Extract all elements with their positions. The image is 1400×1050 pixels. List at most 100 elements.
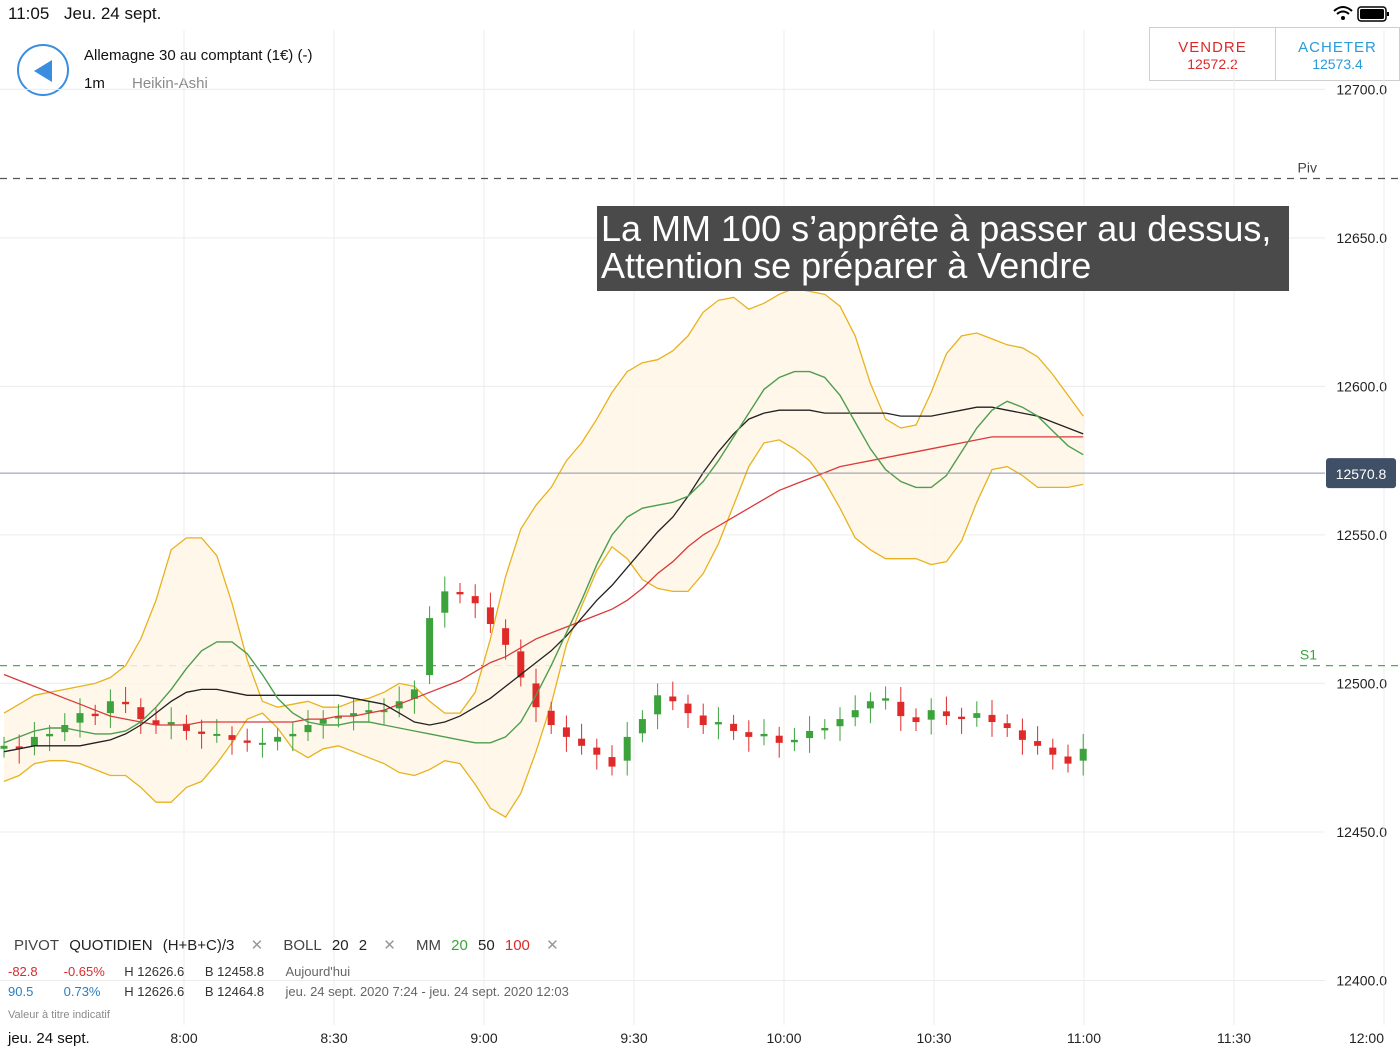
legend-mm-50: 50 [478, 937, 495, 954]
candle-body [46, 733, 54, 737]
x-tick-label: 10:00 [766, 1030, 801, 1046]
candle-body [319, 719, 327, 724]
annotation-line-1: La MM 100 s’apprête à passer au dessus, [601, 208, 1272, 249]
remove-boll-icon[interactable]: ✕ [383, 937, 396, 954]
candle-body [380, 710, 388, 713]
stats-today-period: Aujourd'hui [285, 964, 351, 979]
stats-today-change: -82.8 [8, 964, 38, 979]
candle-body [760, 733, 768, 737]
sell-label: VENDRE [1178, 39, 1247, 56]
legend-pivot-type: QUOTIDIEN [69, 937, 153, 954]
x-tick-label: 8:30 [320, 1030, 347, 1046]
candle-body [821, 727, 829, 731]
bollinger-upper-line [3, 287, 1084, 714]
legend-boll-period: 20 [331, 937, 349, 954]
candle-body [927, 710, 935, 720]
candle-body [228, 735, 236, 740]
candle-body [608, 757, 616, 767]
sell-button[interactable]: VENDRE 12572.2 [1150, 28, 1276, 80]
remove-pivot-icon[interactable]: ✕ [250, 937, 264, 954]
candle-body [866, 701, 874, 709]
candle-body [654, 695, 662, 715]
legend-mm-20: 20 [451, 937, 468, 954]
candle-body [76, 713, 84, 723]
candle-body [1064, 756, 1072, 764]
candle-body [486, 607, 494, 625]
candle-body [897, 701, 905, 717]
y-tick-label: 12450.0 [1336, 824, 1387, 840]
x-tick-label: 9:30 [620, 1030, 647, 1046]
candle-body [1034, 741, 1042, 746]
stats-range-pct: 0.73% [63, 984, 101, 999]
remove-mm-icon[interactable]: ✕ [546, 937, 559, 954]
legend-boll-dev: 2 [358, 937, 368, 954]
stats-today-pct: -0.65% [63, 964, 105, 979]
y-tick-label: 12550.0 [1336, 527, 1387, 543]
candle-body [152, 720, 160, 726]
candle-body [122, 701, 130, 705]
wifi-icon [1333, 6, 1353, 20]
candle-body [471, 596, 479, 604]
y-tick-label: 12400.0 [1336, 972, 1387, 988]
candle-body [775, 735, 783, 743]
candle-body [334, 716, 342, 719]
mm-50-line [3, 406, 1084, 753]
candle-body [350, 713, 358, 716]
candle-body [274, 736, 282, 742]
stats-range-period: jeu. 24 sept. 2020 7:24 - jeu. 24 sept. … [285, 984, 569, 999]
instrument-title: Allemagne 30 au comptant (1€) (-) [84, 47, 313, 64]
chart-type-selector[interactable]: Heikin-Ashi [132, 75, 208, 92]
candle-body [243, 740, 251, 743]
candle-body [547, 710, 555, 726]
legend-mm: MM [415, 937, 441, 954]
candle-body [167, 722, 175, 725]
candle-body [0, 745, 8, 749]
candle-body [699, 715, 707, 726]
candle-body [213, 733, 221, 736]
status-icons [1333, 6, 1389, 22]
interval-selector[interactable]: 1m [84, 75, 105, 92]
status-date: Jeu. 24 sept. [64, 4, 162, 23]
bollinger-lower-line [3, 439, 1084, 818]
candle-body [851, 710, 859, 718]
candle-body [182, 723, 190, 731]
candle-body [502, 628, 510, 645]
candle-body [410, 689, 418, 699]
bollinger-band-fill [4, 288, 1084, 818]
candle-body [137, 707, 145, 720]
legend-mm-100: 100 [504, 937, 530, 954]
legend-pivot: PIVOT [14, 937, 60, 954]
back-button[interactable] [17, 44, 69, 96]
candle-body [684, 703, 692, 714]
candle-body [714, 722, 722, 725]
stats-today: -82.8 -0.65% H 12626.6 B 12458.8 Aujourd… [8, 964, 350, 979]
candle-body [1003, 723, 1011, 728]
buy-button[interactable]: ACHETER 12573.4 [1275, 28, 1400, 80]
chart-annotation: La MM 100 s’apprête à passer au dessus, … [597, 206, 1289, 291]
candle-body [942, 711, 950, 717]
stats-range-change: 90.5 [8, 984, 34, 999]
trade-panel: VENDRE 12572.2 ACHETER 12573.4 [1149, 27, 1400, 81]
candle-body [562, 727, 570, 737]
status-time: 11:05 [8, 4, 50, 23]
stats-today-high: H 12626.6 [124, 964, 185, 979]
mm-20-line [3, 370, 1084, 744]
candle-body [304, 725, 312, 733]
annotation-line-2: Attention se préparer à Vendre [601, 245, 1092, 286]
buy-price: 12573.4 [1312, 56, 1363, 72]
candle-body [745, 732, 753, 737]
stats-today-low: B 12458.8 [204, 964, 265, 979]
candle-body [289, 733, 297, 737]
candle-body [1018, 730, 1026, 740]
candle-body [1049, 747, 1057, 755]
candle-body [1079, 748, 1087, 761]
current-price-label: 12570.8 [1336, 466, 1387, 482]
candle-body [258, 742, 266, 745]
x-tick-label: 8:00 [170, 1030, 197, 1046]
candle-body [912, 717, 920, 723]
candle-body [973, 713, 981, 718]
candle-body [623, 736, 631, 761]
x-tick-label: 12:00 [1349, 1030, 1384, 1046]
candle-body [91, 713, 99, 717]
